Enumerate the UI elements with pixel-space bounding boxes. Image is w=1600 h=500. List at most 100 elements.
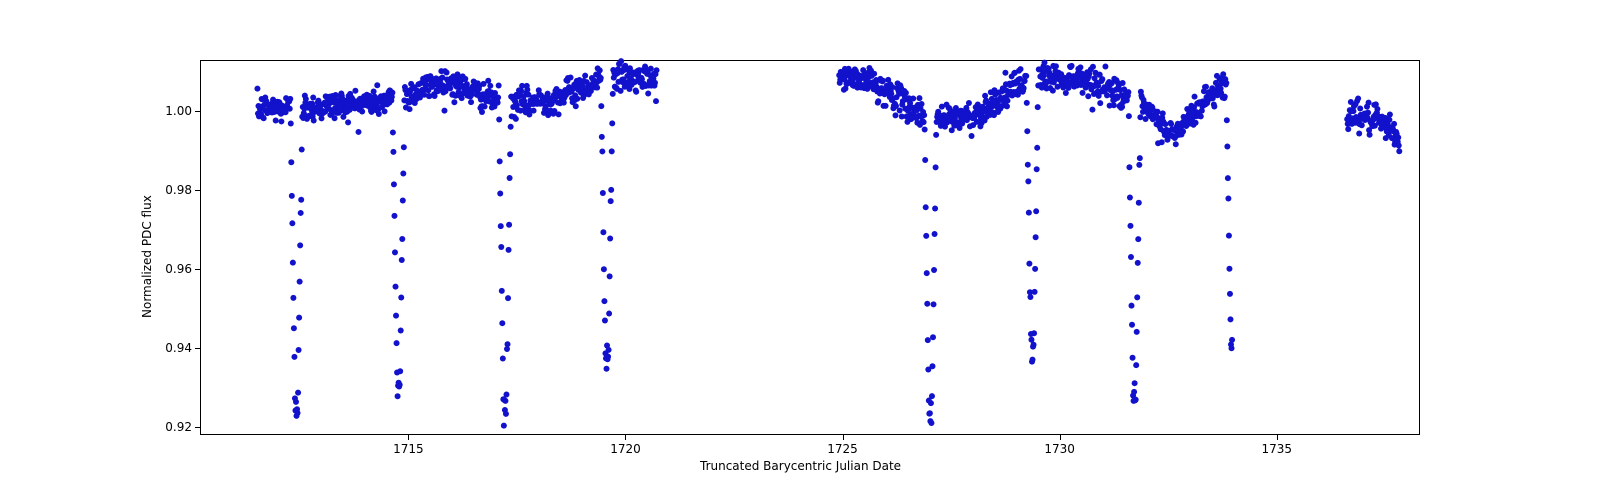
- scatter-point: [1134, 294, 1140, 300]
- scatter-point: [916, 95, 922, 101]
- scatter-point: [1035, 104, 1041, 110]
- scatter-point: [505, 295, 511, 301]
- scatter-point: [1227, 316, 1233, 322]
- scatter-point: [875, 98, 881, 104]
- scatter-point: [921, 119, 927, 125]
- y-tick-label: 1.00: [162, 104, 192, 118]
- scatter-point: [932, 231, 938, 237]
- scatter-point: [1004, 103, 1010, 109]
- scatter-point: [319, 115, 325, 121]
- scatter-point: [652, 80, 658, 86]
- scatter-point: [390, 149, 396, 155]
- scatter-point: [1090, 64, 1096, 70]
- scatter-point: [398, 327, 404, 333]
- scatter-point: [1089, 107, 1095, 113]
- scatter-point: [1355, 96, 1361, 102]
- scatter-point: [1224, 143, 1230, 149]
- scatter-point: [502, 398, 508, 404]
- scatter-point: [371, 88, 377, 94]
- scatter-point: [1132, 380, 1138, 386]
- scatter-point: [1034, 166, 1040, 172]
- scatter-point: [287, 106, 293, 112]
- scatter-point: [609, 148, 615, 154]
- scatter-point: [969, 133, 975, 139]
- scatter-point: [398, 295, 404, 301]
- x-tick: [625, 435, 626, 440]
- scatter-point: [310, 94, 316, 100]
- scatter-point: [966, 100, 972, 106]
- scatter-point: [524, 87, 530, 93]
- scatter-point: [407, 106, 413, 112]
- scatter-point: [645, 90, 651, 96]
- scatter-point: [1053, 63, 1059, 69]
- scatter-point: [604, 366, 610, 372]
- scatter-point: [929, 393, 935, 399]
- scatter-point: [462, 76, 468, 82]
- scatter-point: [883, 103, 889, 109]
- scatter-point: [1030, 357, 1036, 363]
- scatter-point: [1018, 66, 1024, 72]
- scatter-point: [1222, 94, 1228, 100]
- scatter-point: [441, 108, 447, 114]
- scatter-point: [1168, 121, 1174, 127]
- scatter-point: [278, 118, 284, 124]
- scatter-point: [295, 410, 301, 416]
- scatter-point: [289, 193, 295, 199]
- scatter-point: [1026, 261, 1032, 267]
- x-tick-label: 1715: [393, 442, 424, 456]
- scatter-point: [1135, 236, 1141, 242]
- scatter-point: [394, 340, 400, 346]
- scatter-point: [1162, 121, 1168, 127]
- scatter-point: [931, 301, 937, 307]
- scatter-point: [1127, 223, 1133, 229]
- scatter-point: [927, 410, 933, 416]
- scatter-points-layer: [201, 61, 1421, 436]
- scatter-point: [606, 311, 612, 317]
- scatter-point: [1041, 60, 1047, 66]
- scatter-point: [1032, 266, 1038, 272]
- scatter-point: [1365, 110, 1371, 116]
- scatter-point: [1104, 92, 1110, 98]
- scatter-point: [495, 100, 501, 106]
- scatter-point: [924, 270, 930, 276]
- scatter-point: [1133, 397, 1139, 403]
- scatter-point: [1027, 294, 1033, 300]
- y-tick: [195, 348, 200, 349]
- scatter-point: [892, 112, 898, 118]
- scatter-point: [618, 58, 624, 64]
- scatter-point: [468, 99, 474, 105]
- scatter-point: [1077, 64, 1083, 70]
- scatter-point: [1223, 80, 1229, 86]
- scatter-point: [289, 220, 295, 226]
- scatter-point: [929, 363, 935, 369]
- scatter-point: [1159, 139, 1165, 145]
- scatter-point: [498, 223, 504, 229]
- x-tick: [1277, 435, 1278, 440]
- scatter-point: [1025, 178, 1031, 184]
- x-tick: [408, 435, 409, 440]
- scatter-point: [1024, 100, 1030, 106]
- scatter-point: [507, 175, 513, 181]
- scatter-point: [293, 399, 299, 405]
- scatter-point: [447, 85, 453, 91]
- scatter-point: [1137, 155, 1143, 161]
- scatter-point: [924, 301, 930, 307]
- scatter-point: [389, 90, 395, 96]
- scatter-point: [1226, 266, 1232, 272]
- y-tick-label: 0.94: [162, 341, 192, 355]
- scatter-point: [1131, 389, 1137, 395]
- scatter-point: [1120, 80, 1126, 86]
- scatter-point: [633, 89, 639, 95]
- scatter-point: [496, 116, 502, 122]
- scatter-point: [1198, 113, 1204, 119]
- scatter-point: [1129, 322, 1135, 328]
- scatter-point: [1134, 329, 1140, 335]
- scatter-point: [1126, 164, 1132, 170]
- scatter-point: [1366, 100, 1372, 106]
- scatter-point: [1025, 162, 1031, 168]
- y-axis-label: Normalized PDC flux: [140, 195, 154, 318]
- scatter-point: [376, 111, 382, 117]
- scatter-point: [401, 144, 407, 150]
- scatter-point: [932, 205, 938, 211]
- scatter-point: [1192, 94, 1198, 100]
